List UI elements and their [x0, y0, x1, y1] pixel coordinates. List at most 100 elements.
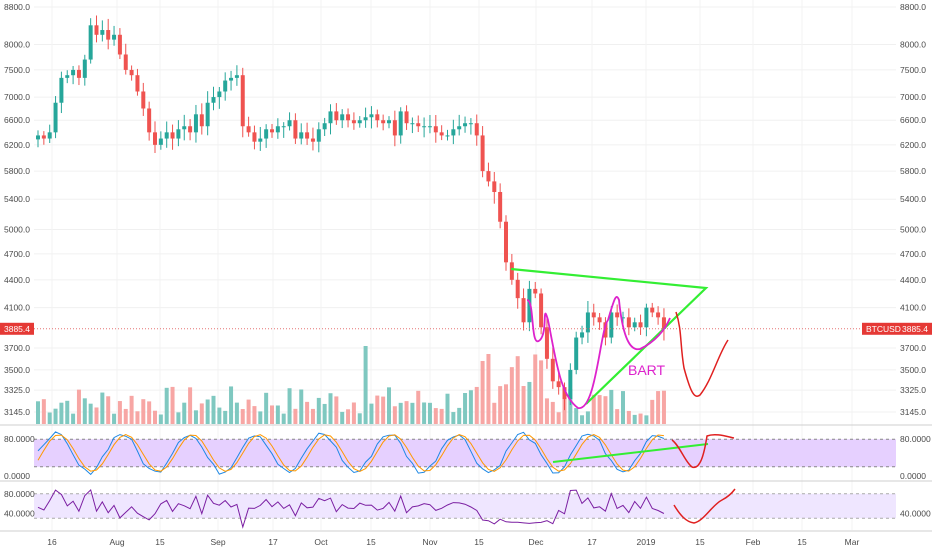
candle-body [246, 126, 251, 133]
volume-bar [106, 396, 111, 424]
candle-body [621, 317, 625, 319]
candle-body [328, 111, 333, 124]
candle-body [504, 221, 508, 263]
volume-bar [217, 407, 222, 424]
rsi-tick-label-right: 40.0000 [900, 508, 931, 518]
candle-body [71, 69, 76, 76]
candle-body [117, 34, 122, 55]
candle-body [164, 132, 169, 139]
volume-bar [322, 403, 327, 424]
candle-body [480, 135, 485, 172]
candle-body [422, 126, 427, 128]
candle-body [550, 358, 555, 382]
candle-body [369, 114, 374, 118]
candle-body [463, 123, 468, 127]
last-price-label-left: 3885.4 [4, 324, 30, 334]
stochastic-panel: 80.0000 0.0000 80.0000 0.0000 [0, 424, 932, 481]
volume-bar [381, 396, 386, 424]
candle-body [65, 75, 70, 78]
price-tick-label: 7500.0 [4, 65, 30, 75]
candle-body [82, 59, 87, 78]
price-tick-label: 5400.0 [4, 194, 30, 204]
candle-body [457, 126, 462, 130]
candle-body [603, 322, 608, 338]
volume-bar [316, 397, 321, 424]
candle-body [626, 317, 631, 328]
price-tick-label: 3500.0 [4, 365, 30, 375]
volume-bar [310, 408, 315, 424]
time-tick-label: 2019 [637, 537, 656, 547]
candle-body [568, 369, 573, 400]
stoch-red-projection [671, 434, 735, 469]
candle-body [427, 126, 432, 128]
volume-bar [41, 399, 46, 424]
candle-body [346, 114, 351, 121]
last-price-tag-left [0, 322, 34, 335]
candle-body [451, 129, 456, 136]
volume-bar [398, 402, 403, 424]
volume-bar [621, 391, 625, 424]
time-tick-label: 15 [474, 537, 484, 547]
time-tick-label: Dec [528, 537, 544, 547]
volume-bar [369, 403, 374, 424]
candle-body [223, 80, 228, 92]
candle-body [591, 312, 596, 318]
rsi-panel: 80.0000 40.0000 40.0000 [0, 480, 932, 529]
price-tick-label-right: 8000.0 [900, 40, 926, 50]
candle-body [585, 312, 590, 333]
bart-annotation: BART [628, 362, 666, 378]
price-tick-label: 5800.0 [4, 166, 30, 176]
volume-bar [153, 410, 157, 424]
volume-bar [416, 390, 421, 424]
candle-body [609, 312, 614, 338]
volume-bar [656, 391, 661, 424]
candle-body [100, 30, 105, 35]
price-tick-label: 3325.0 [4, 385, 30, 395]
price-tick-label: 8800.0 [4, 2, 30, 12]
volume-bar [556, 412, 561, 424]
candle-body [287, 120, 292, 127]
price-tick-label-right: 5800.0 [900, 166, 926, 176]
candle-body [638, 322, 643, 328]
price-tick-label-right: 3325.0 [900, 385, 926, 395]
price-tick-label-right: 5000.0 [900, 225, 926, 235]
candle-body [527, 288, 532, 323]
candle-body [661, 317, 666, 329]
candle-body [299, 132, 304, 139]
volume-bar [88, 403, 93, 424]
time-tick-label: Oct [314, 537, 328, 547]
stoch-tick-label-right: 0.0000 [900, 471, 926, 481]
volume-bar [199, 403, 204, 424]
time-tick-label: 15 [155, 537, 165, 547]
rsi-tick-label: 40.0000 [4, 508, 35, 518]
volume-bar [240, 409, 245, 424]
volume-bar [252, 406, 257, 424]
candle-body [47, 132, 52, 139]
candle-body [363, 117, 368, 121]
volume-bar [100, 392, 105, 424]
candle-body [182, 126, 187, 130]
volume-bar [287, 388, 292, 424]
time-tick-label: 15 [797, 537, 807, 547]
red-projection-line [675, 311, 729, 397]
candle-body [433, 126, 438, 133]
rsi-line [37, 488, 665, 529]
stoch-tick-label: 80.0000 [4, 434, 35, 444]
volume-bar [176, 412, 181, 424]
volume-bar [141, 399, 146, 424]
candle-body [211, 97, 216, 103]
candle-body [234, 75, 239, 78]
candle-body [176, 129, 181, 139]
price-tick-label: 4400.0 [4, 275, 30, 285]
candle-body [88, 25, 93, 60]
volume-bar [463, 393, 468, 424]
volume-bar [585, 411, 590, 424]
volume-bar [59, 402, 64, 424]
stoch-green-trendline [552, 443, 709, 463]
volume-bar [182, 402, 187, 424]
volume-bar [112, 413, 117, 424]
volume-bar [135, 411, 140, 424]
candle-body [76, 69, 81, 78]
candle-body [445, 135, 450, 137]
